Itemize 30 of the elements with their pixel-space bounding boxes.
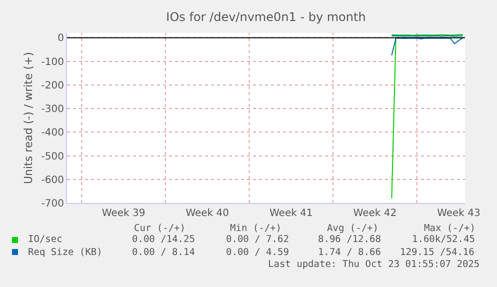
- y-tick-label: -200: [41, 80, 64, 92]
- x-tick-label: Week 43: [437, 208, 480, 219]
- chart-title: IOs for /dev/nvme0n1 - by month: [166, 10, 366, 24]
- text: 0.00 / 8.14: [132, 247, 196, 258]
- legend-label: IO/sec: [28, 234, 62, 245]
- text: 1.60k/52.45: [412, 234, 475, 245]
- text: Max (-/+): [424, 223, 476, 234]
- text: 8.96 /12.68: [318, 234, 382, 245]
- y-tick-label: -300: [41, 104, 64, 116]
- text: 0.00 /14.25: [132, 234, 195, 245]
- text: Min (-/+): [230, 223, 282, 234]
- y-tick-label: -400: [41, 128, 64, 139]
- y-tick-label: -100: [41, 56, 64, 68]
- x-tick-label: Week 40: [186, 208, 230, 219]
- legend-label: Req Size (KB): [28, 247, 102, 258]
- text: 1.74 / 8.66: [318, 247, 382, 258]
- y-tick-label: -600: [41, 174, 64, 186]
- x-tick-label: Week 39: [102, 208, 146, 219]
- x-tick-label: Week 41: [269, 208, 313, 219]
- y-tick-label: -700: [41, 198, 64, 210]
- text: 0.00 / 4.59: [226, 247, 290, 258]
- text: Last update: Thu Oct 23 01:55:07 2025: [268, 259, 480, 270]
- text: 0.00 / 7.62: [226, 234, 289, 245]
- text: Avg (-/+): [327, 223, 378, 234]
- text: Cur (-/+): [134, 223, 186, 234]
- y-tick-label: -500: [41, 151, 64, 162]
- y-axis-title: Units read (-) / write (+): [22, 52, 35, 184]
- text: 129.15 /54.16: [400, 247, 475, 258]
- y-tick-label: 0: [58, 33, 64, 44]
- x-tick-label: Week 42: [353, 208, 397, 219]
